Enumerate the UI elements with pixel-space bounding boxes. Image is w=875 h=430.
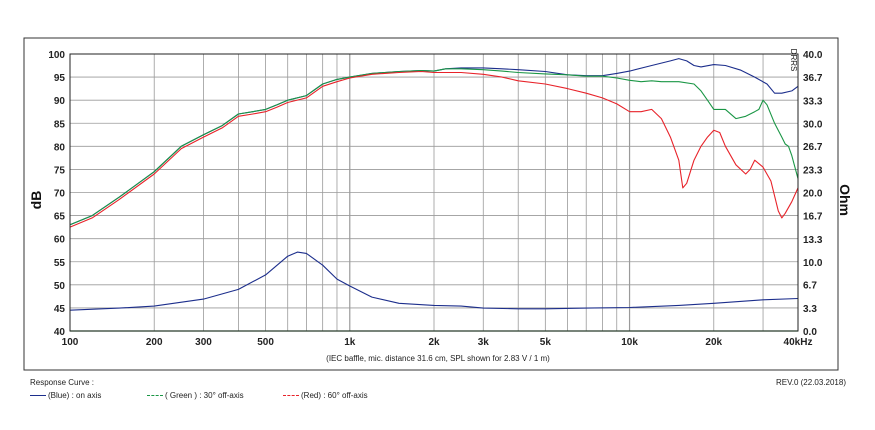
y2-tick-label: 26.7 xyxy=(803,142,823,153)
x-tick-label: 20k xyxy=(705,337,722,348)
x-tick-label: 500 xyxy=(257,337,274,348)
y-tick-label: 80 xyxy=(54,142,66,153)
series-line-impedance xyxy=(69,251,799,311)
tick-labels: 100 200 300 500 1k 2k 3k 5k 10k 20k 40kHz 40 45 50 55 6… xyxy=(48,50,823,348)
x-tick-label: 300 xyxy=(195,337,212,348)
x-tick-label: 40kHz xyxy=(784,337,813,348)
series-line-60-deg xyxy=(69,70,799,228)
y-tick-label: 40 xyxy=(54,327,66,338)
y-tick-label: 45 xyxy=(54,304,66,315)
y2-tick-label: 33.3 xyxy=(803,96,823,107)
y-tick-label: 70 xyxy=(54,189,66,200)
y2-tick-label: 23.3 xyxy=(803,166,823,177)
x-tick-label: 200 xyxy=(146,337,163,348)
measurement-note: (IEC baffle, mic. distance 31.6 cm, SPL … xyxy=(326,354,550,363)
y2-tick-label: 16.7 xyxy=(803,211,823,222)
y2-tick-label: 40.0 xyxy=(803,50,823,61)
legend-label-red: (Red) : 60° off-axis xyxy=(301,391,368,400)
legend-item-blue: (Blue) : on axis xyxy=(30,391,101,400)
y-tick-label: 75 xyxy=(54,165,66,176)
series-lines xyxy=(69,58,799,311)
y2-tick-label: 36.7 xyxy=(803,73,823,84)
y-tick-label: 100 xyxy=(48,50,65,61)
y-tick-label: 60 xyxy=(54,235,66,246)
y-tick-label: 55 xyxy=(54,258,66,269)
x-tick-label: 2k xyxy=(428,337,440,348)
y2-tick-label: 20.0 xyxy=(803,189,823,200)
x-tick-label: 3k xyxy=(478,337,490,348)
y2-tick-label: 3.3 xyxy=(803,304,817,315)
plot-area-border xyxy=(69,53,799,332)
y-tick-label: 65 xyxy=(54,212,66,223)
x-tick-label: 100 xyxy=(62,337,79,348)
y2-tick-label: 10.0 xyxy=(803,258,823,269)
grid xyxy=(70,54,798,332)
legend-swatch-red xyxy=(283,395,299,397)
legend-item-red: (Red) : 60° off-axis xyxy=(283,391,368,400)
watermark-logo: DRRS xyxy=(789,49,798,72)
chart-frame xyxy=(23,37,839,371)
legend-label-blue: (Blue) : on axis xyxy=(48,391,102,400)
x-tick-label: 10k xyxy=(621,337,638,348)
legend-label-green: ( Green ) : 30° off-axis xyxy=(165,391,244,400)
y-tick-label: 95 xyxy=(54,73,66,84)
x-tick-label: 5k xyxy=(540,337,552,348)
y2-tick-label: 6.7 xyxy=(803,281,817,292)
y2-axis-title: Ohm xyxy=(837,184,853,216)
legend-swatch-blue xyxy=(30,395,46,397)
legend-item-green: ( Green ) : 30° off-axis xyxy=(147,391,244,400)
y-tick-label: 50 xyxy=(54,281,66,292)
legend-swatch-green xyxy=(147,395,163,397)
legend-heading: Response Curve : xyxy=(30,378,95,387)
revision-label: REV.0 (22.03.2018) xyxy=(776,378,846,387)
y2-tick-label: 0.0 xyxy=(803,327,817,338)
y-axis-title: dB xyxy=(28,191,44,210)
x-tick-label: 1k xyxy=(344,337,356,348)
series-line-30-deg xyxy=(69,68,799,226)
y-tick-label: 85 xyxy=(54,119,66,130)
y-tick-label: 90 xyxy=(54,96,66,107)
y2-tick-label: 30.0 xyxy=(803,119,823,130)
y2-tick-label: 13.3 xyxy=(803,235,823,246)
